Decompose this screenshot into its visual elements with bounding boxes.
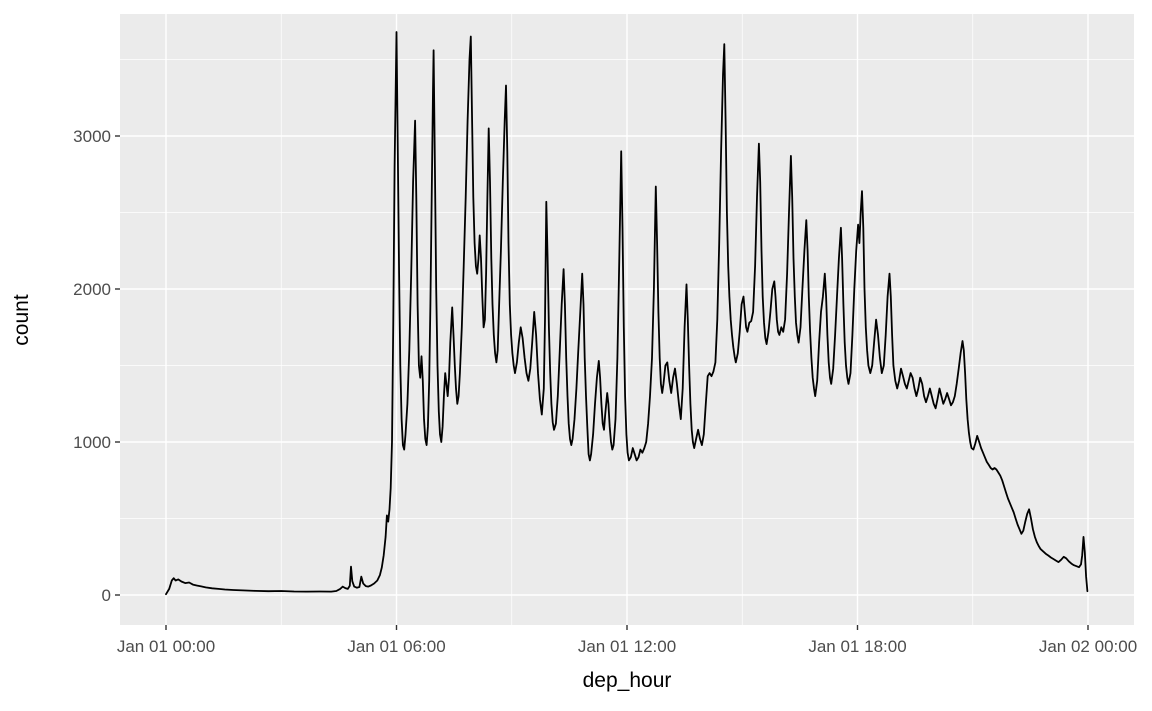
y-axis-tick-label: 3000 — [73, 127, 111, 146]
y-axis-title: count — [10, 294, 33, 346]
count-line — [165, 31, 1089, 596]
x-axis-tick-label: Jan 02 00:00 — [1039, 637, 1137, 656]
x-axis-tick-label: Jan 01 06:00 — [347, 637, 445, 656]
y-axis-tick-label: 0 — [102, 586, 111, 605]
x-axis-tick-label: Jan 01 18:00 — [808, 637, 906, 656]
y-axis-tick-label: 1000 — [73, 433, 111, 452]
y-axis-tick-label: 2000 — [73, 280, 111, 299]
x-axis-tick-label: Jan 01 12:00 — [578, 637, 676, 656]
x-axis-tick-label: Jan 01 00:00 — [117, 637, 215, 656]
x-axis-title: dep_hour — [582, 669, 672, 692]
